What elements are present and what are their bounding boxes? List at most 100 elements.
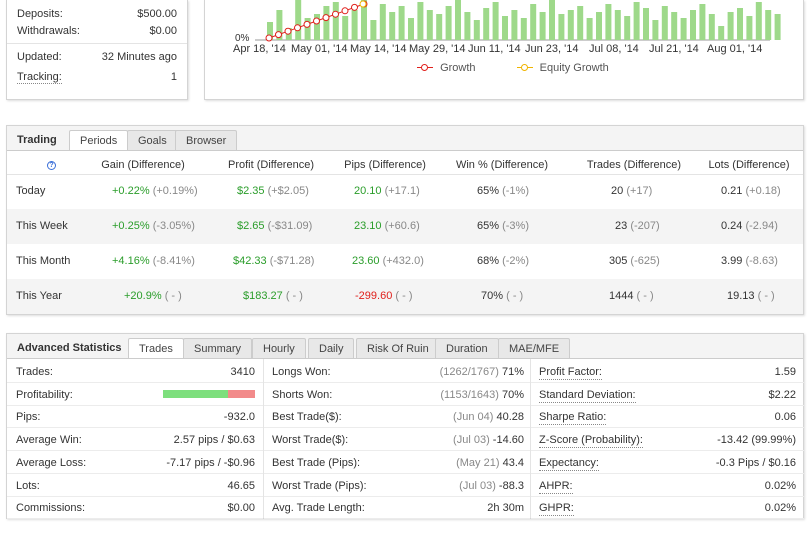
stat-value: 40.28 — [496, 411, 524, 424]
stat-row: Trades: 3410 — [7, 361, 263, 383]
stat-label: Longs Won: — [272, 366, 331, 378]
tracking-link[interactable]: Tracking: — [17, 71, 62, 84]
stat-value: -88.3 — [498, 479, 524, 492]
stat-row: Best Trade($): (Jun 04) 40.28 — [264, 406, 530, 429]
growth-point — [313, 17, 320, 25]
tab-daily[interactable]: Daily — [308, 338, 355, 358]
stat-value: 3410 — [230, 366, 255, 378]
header-pips: Pips (Difference) — [344, 159, 426, 171]
gain-value: +0.22% — [112, 185, 150, 197]
chart-bar — [267, 22, 273, 40]
stat-value: $0.00 — [227, 502, 255, 515]
stat-label-link[interactable]: Standard Deviation: — [539, 388, 636, 403]
profit-diff: (+$2.05) — [267, 185, 309, 197]
period-label: Today — [16, 185, 46, 197]
y-tick-label: 0% — [235, 33, 250, 44]
chart-bar — [596, 12, 602, 40]
period-label: This Month — [16, 255, 71, 267]
tab-periods[interactable]: Periods — [69, 130, 129, 150]
growth-chart — [255, 0, 781, 42]
divider — [7, 43, 187, 44]
tab-mae-mfe[interactable]: MAE/MFE — [498, 338, 571, 358]
equity-growth-point — [359, 0, 367, 8]
chart-bar — [304, 18, 311, 40]
lots-value: 3.99 — [721, 255, 743, 267]
period-row-this-year: This Year +20.9% ( - ) $183.27 ( - ) -29… — [7, 279, 803, 314]
stat-row: GHPR: 0.02% — [531, 497, 804, 520]
chart-bar — [492, 2, 499, 40]
chart-bar — [295, 0, 302, 40]
chart-bar — [530, 4, 537, 40]
chart-bar — [445, 6, 452, 40]
stat-label: Shorts Won: — [272, 388, 333, 401]
chart-bar — [520, 18, 527, 40]
tab-goals[interactable]: Goals — [127, 130, 178, 150]
stat-value: $2.22 — [768, 388, 796, 401]
help-icon[interactable]: ? — [47, 161, 56, 170]
tab-browser[interactable]: Browser — [175, 130, 238, 150]
stat-label-link[interactable]: Expectancy: — [539, 456, 599, 471]
tab-trades[interactable]: Trades — [128, 338, 184, 358]
stat-label-link[interactable]: Z-Score (Probability): — [539, 434, 643, 449]
stat-row: Avg. Trade Length: 2h 30m — [264, 497, 530, 520]
chart-bar — [370, 20, 377, 40]
stat-value: 2h 30m — [487, 502, 524, 515]
stat-label-link[interactable]: AHPR: — [539, 479, 573, 494]
win-diff: (-1%) — [502, 185, 529, 197]
chart-bar — [614, 10, 621, 40]
tab-risk-of-ruin[interactable]: Risk Of Ruin — [356, 338, 440, 358]
period-row-today: Today +0.22% (+0.19%) $2.35 (+$2.05) 20.… — [7, 174, 803, 209]
chart-bar — [549, 0, 555, 40]
stat-value: -7.17 pips / -$0.96 — [166, 456, 255, 469]
chart-bar — [577, 6, 584, 40]
chart-bar — [765, 10, 772, 40]
chart-bar — [342, 16, 349, 40]
account-info-panel: Deposits: $500.00 Withdrawals: $0.00 Upd… — [6, 0, 188, 100]
stat-label-link[interactable]: Profit Factor: — [539, 366, 602, 380]
chart-bar — [276, 10, 283, 40]
trades-diff: ( - ) — [636, 290, 654, 302]
stat-label-link[interactable]: GHPR: — [539, 502, 574, 517]
chart-bar — [361, 0, 367, 40]
stat-row: AHPR: 0.02% — [531, 475, 804, 497]
chart-bar — [455, 0, 461, 40]
tab-summary[interactable]: Summary — [183, 338, 253, 358]
stat-value: -14.60 — [492, 434, 524, 447]
stat-detail: (May 21) — [456, 456, 500, 469]
growth-point — [275, 31, 282, 39]
trades-value: 1444 — [609, 290, 634, 302]
stat-row: Shorts Won: (1153/1643) 70% — [264, 384, 530, 406]
chart-bar — [558, 14, 565, 40]
chart-bar — [511, 10, 518, 40]
updated-label: Updated: — [17, 51, 62, 63]
chart-bar — [314, 14, 320, 40]
stat-label: Average Win: — [16, 434, 82, 447]
chart-bar — [680, 18, 687, 40]
stat-value: -932.0 — [223, 411, 255, 424]
tab-duration[interactable]: Duration — [435, 338, 499, 358]
chart-bar — [502, 16, 508, 40]
stat-value: 70% — [501, 388, 524, 401]
growth-chart-panel: 0% Apr 18, '14 May 01, '14 May 14, '14 May … — [204, 0, 804, 100]
advanced-title: Advanced Statistics — [17, 342, 122, 354]
growth-legend-label: Growth — [440, 62, 476, 74]
stat-label: Best Trade($): — [272, 411, 342, 424]
trades-diff: (-207) — [630, 220, 660, 232]
period-row-this-month: This Month +4.16% (-8.41%) $42.33 (-$71.… — [7, 244, 803, 279]
stat-label: Average Loss: — [16, 456, 87, 469]
profit-diff: ( - ) — [285, 290, 303, 302]
stat-label-link[interactable]: Sharpe Ratio: — [539, 411, 607, 426]
chart-bar — [624, 16, 631, 40]
tab-hourly[interactable]: Hourly — [252, 338, 306, 358]
chart-bar — [408, 18, 414, 40]
lots-diff: (-8.63) — [745, 255, 778, 267]
profitability-win-fill — [163, 389, 228, 398]
chart-bar — [464, 12, 471, 40]
profit-diff: (-$71.28) — [269, 255, 315, 267]
stat-value: 0.02% — [764, 502, 796, 515]
pips-value: 23.60 — [352, 255, 380, 267]
chart-bar — [436, 14, 443, 40]
header-trades: Trades (Difference) — [586, 159, 682, 171]
stat-label: Best Trade (Pips): — [272, 456, 361, 469]
stat-row: Profit Factor: 1.59 — [531, 361, 804, 383]
